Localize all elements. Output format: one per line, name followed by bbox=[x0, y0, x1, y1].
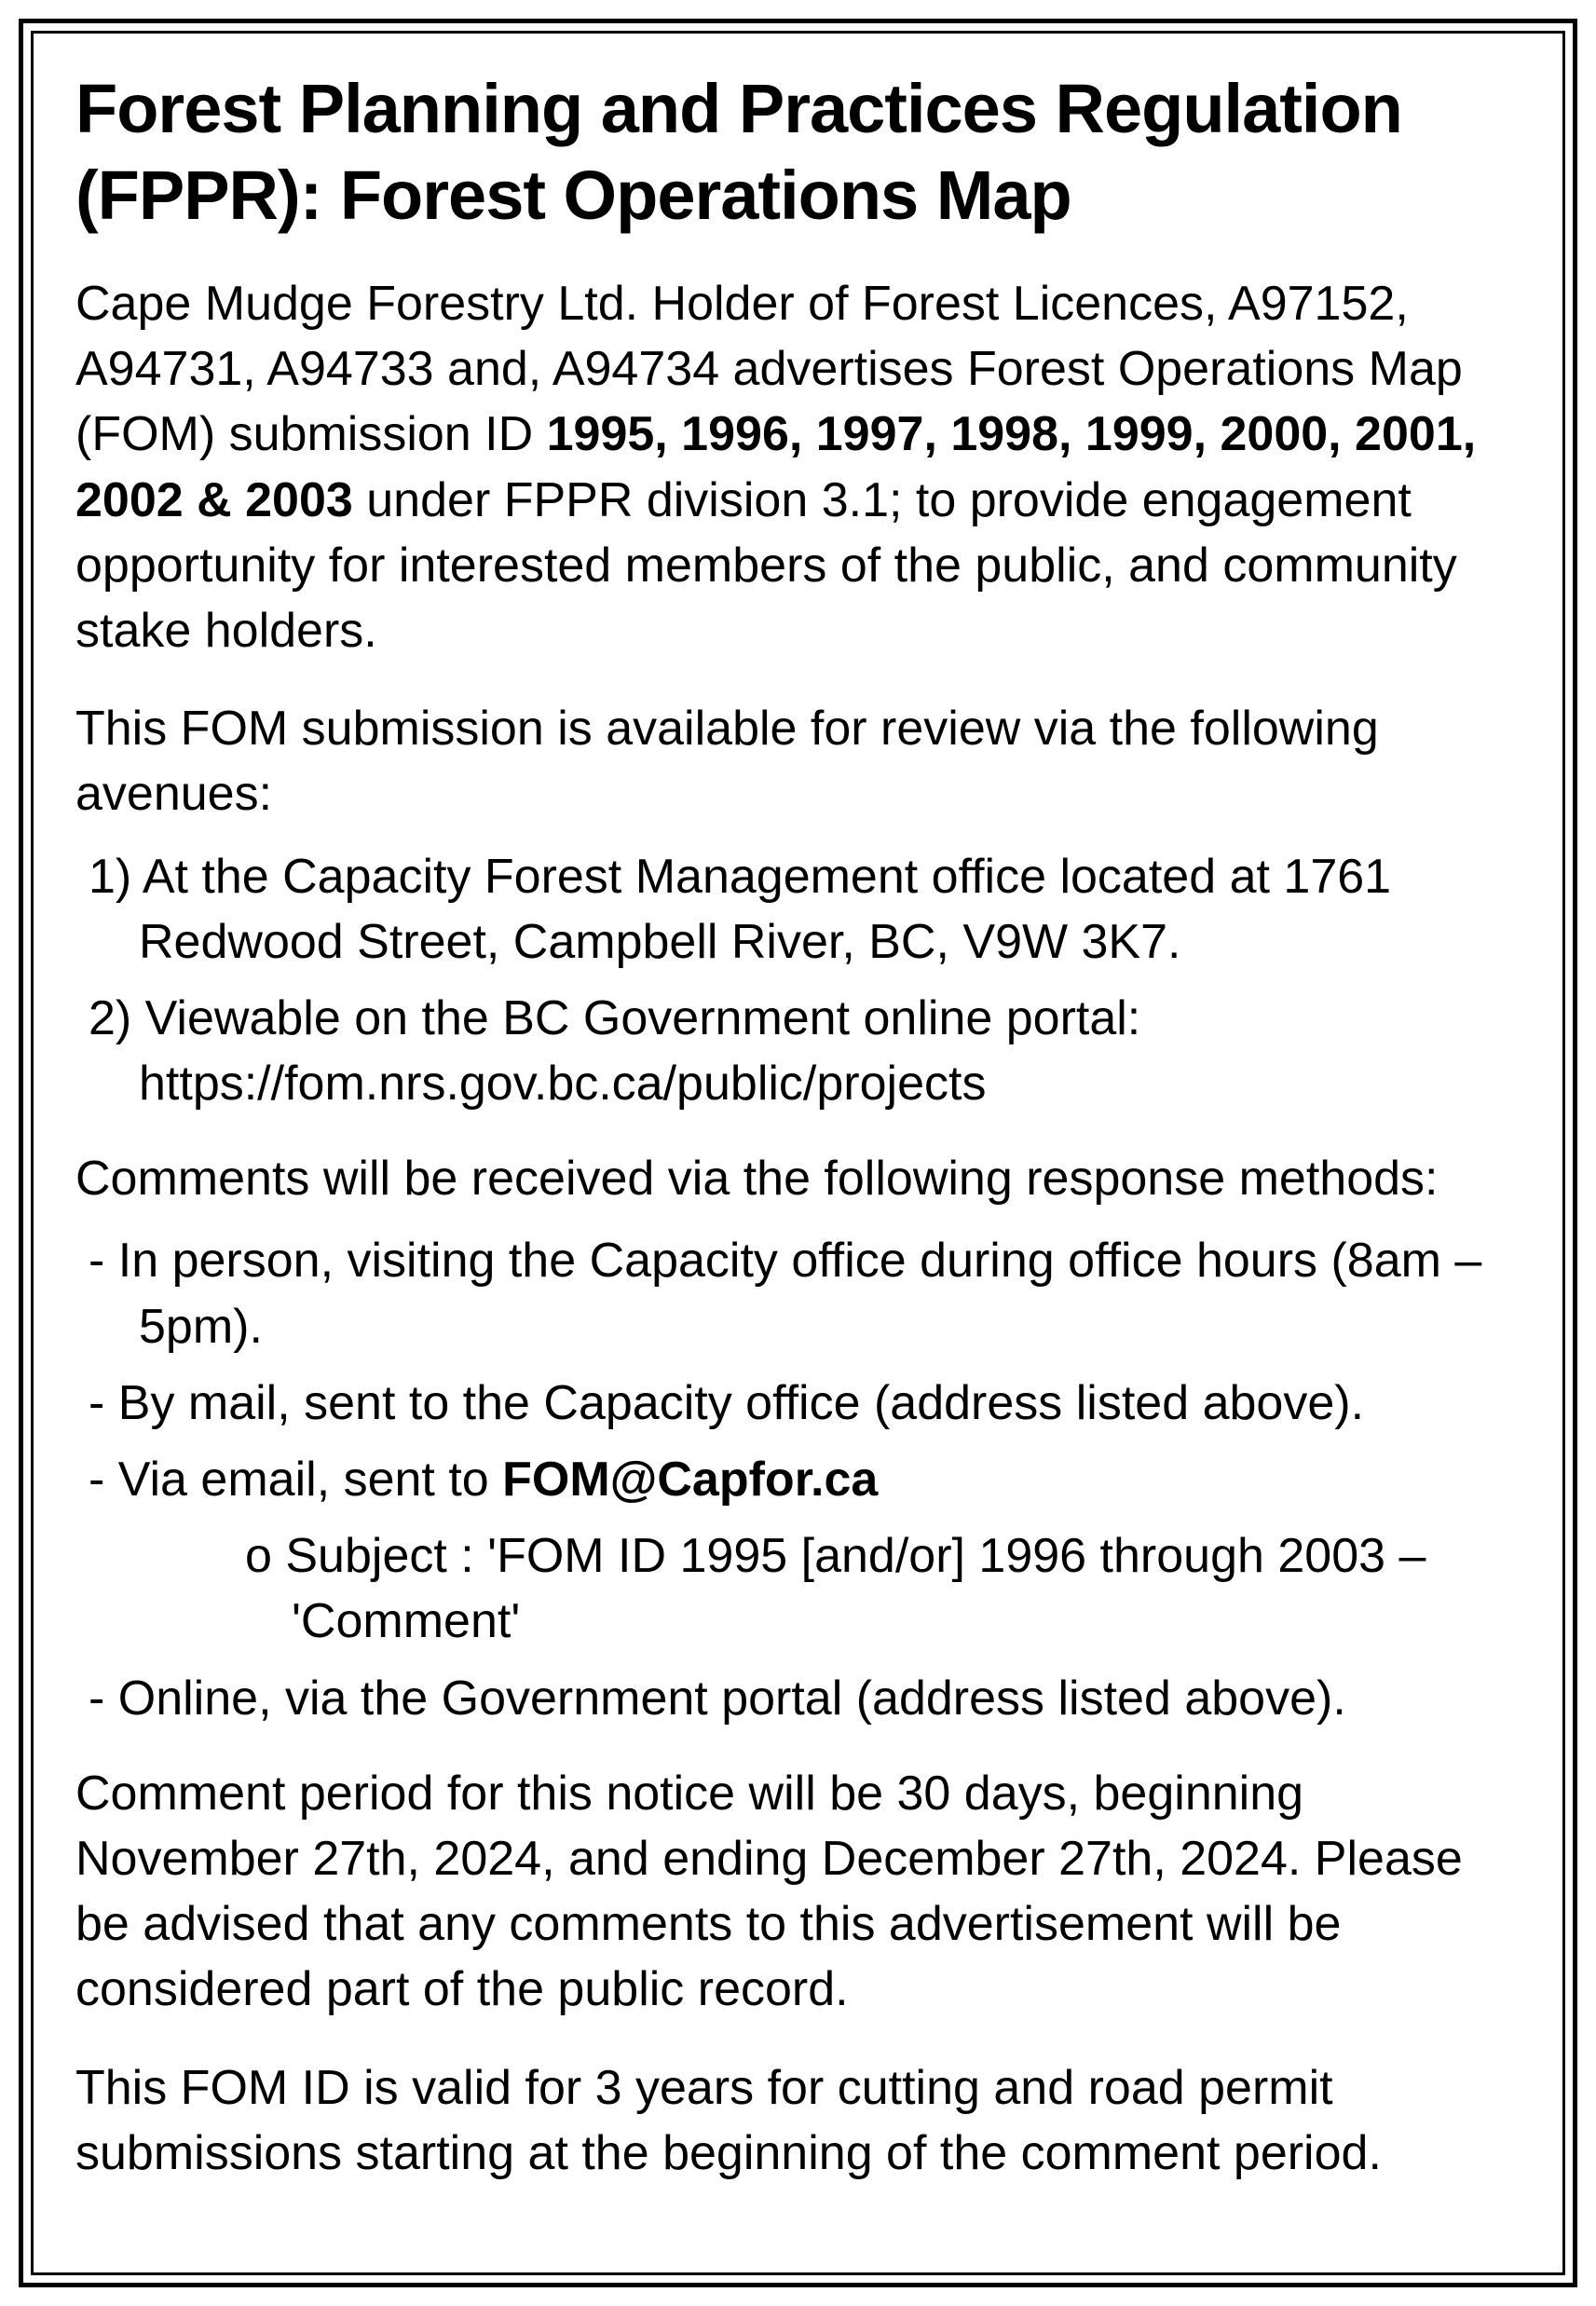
intro-paragraph: Cape Mudge Forestry Ltd. Holder of Fores… bbox=[75, 271, 1521, 663]
spacer bbox=[75, 1127, 1521, 1146]
email-address: FOM@Capfor.ca bbox=[502, 1453, 878, 1507]
validity-statement: This FOM ID is valid for 3 years for cut… bbox=[75, 2055, 1521, 2186]
inner-border: Forest Planning and Practices Regulation… bbox=[31, 31, 1565, 2275]
comment-item-mail: - By mail, sent to the Capacity office (… bbox=[83, 1371, 1521, 1436]
email-pre-text: - Via email, sent to bbox=[89, 1453, 502, 1507]
review-item-1: 1) At the Capacity Forest Management off… bbox=[83, 844, 1521, 975]
comment-item-online: - Online, via the Government portal (add… bbox=[83, 1666, 1521, 1731]
comment-item-email: - Via email, sent to FOM@Capfor.ca bbox=[83, 1447, 1521, 1512]
review-item-2: 2) Viewable on the BC Government online … bbox=[83, 986, 1521, 1116]
spacer bbox=[75, 1742, 1521, 1761]
comments-intro: Comments will be received via the follow… bbox=[75, 1146, 1521, 1211]
email-subject-line: o Subject : 'FOM ID 1995 [and/or] 1996 t… bbox=[75, 1523, 1521, 1654]
comment-item-inperson: - In person, visiting the Capacity offic… bbox=[83, 1228, 1521, 1358]
outer-border: Forest Planning and Practices Regulation… bbox=[19, 19, 1577, 2287]
comment-period: Comment period for this notice will be 3… bbox=[75, 1761, 1521, 2023]
document-title: Forest Planning and Practices Regulation… bbox=[75, 66, 1521, 239]
review-intro: This FOM submission is available for rev… bbox=[75, 696, 1521, 826]
